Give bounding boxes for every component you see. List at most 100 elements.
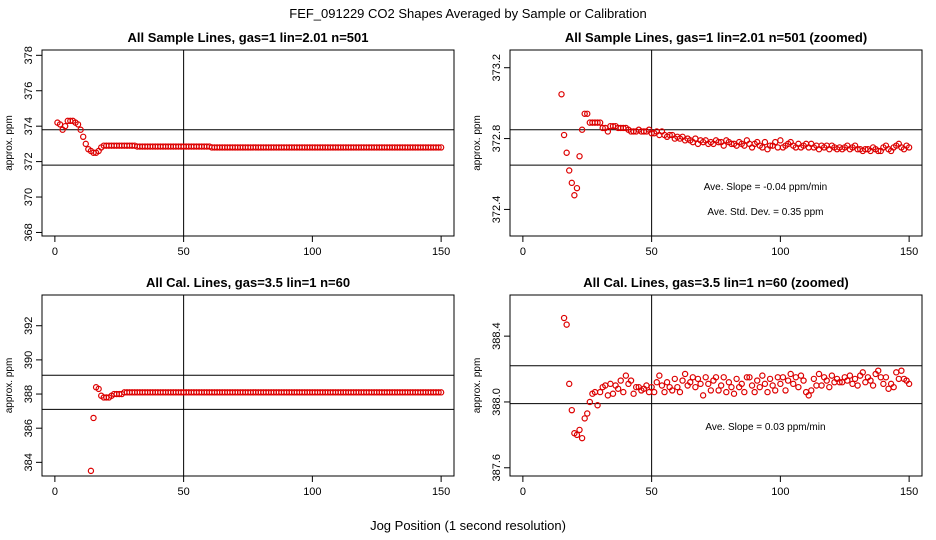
y-tick-label: 376 [23, 82, 35, 100]
data-point [777, 380, 784, 388]
x-tick-label: 0 [520, 486, 526, 498]
data-point [632, 383, 640, 391]
data-point [656, 372, 663, 379]
data-point [663, 379, 671, 386]
data-point [681, 370, 689, 378]
data-point [622, 372, 630, 379]
data-point [697, 380, 704, 388]
data-point [746, 374, 753, 381]
data-point [687, 379, 694, 386]
data-point [661, 388, 668, 396]
annotation-text: Ave. Slope = -0.04 ppm/min [704, 182, 828, 193]
data-point [751, 388, 758, 396]
data-point [666, 131, 673, 139]
data-point [692, 383, 699, 391]
data-point [779, 374, 787, 381]
data-point [651, 388, 658, 396]
data-point [676, 388, 684, 396]
y-tick-label: 373.2 [491, 54, 503, 82]
data-point [653, 379, 660, 386]
data-point [604, 392, 612, 399]
y-axis-label: approx. ppm [4, 115, 15, 171]
data-point [769, 382, 776, 389]
data-point [774, 374, 782, 381]
data-point [702, 374, 709, 381]
chart-panel-2: All Sample Lines, gas=1 lin=2.01 n=501 (… [472, 30, 923, 258]
annotation-text: Ave. Slope = 0.03 ppm/min [705, 422, 825, 433]
x-tick-label: 150 [900, 246, 918, 258]
data-point [893, 369, 900, 376]
x-tick-label: 100 [303, 246, 321, 258]
data-point [694, 375, 702, 383]
data-point [578, 434, 586, 442]
data-point [851, 375, 859, 383]
data-series [558, 91, 913, 199]
data-point [566, 380, 573, 388]
data-point [815, 370, 823, 378]
data-point [627, 377, 635, 384]
x-tick-label: 0 [52, 486, 58, 498]
plot-frame [509, 294, 923, 477]
data-point [717, 382, 725, 389]
y-tick-label: 384 [23, 453, 35, 471]
data-point [728, 383, 735, 391]
data-point [617, 377, 624, 384]
plot-frame [41, 49, 455, 237]
data-point [844, 377, 851, 384]
data-point [846, 372, 854, 379]
data-point [823, 377, 830, 384]
data-point [607, 380, 614, 388]
y-tick-label: 392 [23, 317, 35, 335]
data-point [566, 167, 573, 174]
data-point [741, 388, 748, 396]
data-point [754, 377, 761, 384]
data-point [74, 121, 82, 128]
data-point [761, 380, 769, 388]
data-series [560, 314, 913, 442]
data-series [54, 117, 445, 156]
data-point [792, 374, 800, 381]
data-point [743, 374, 751, 381]
data-point [573, 431, 581, 439]
data-point [669, 387, 676, 394]
data-point [560, 131, 568, 139]
data-point [658, 382, 666, 389]
data-point [795, 383, 802, 391]
x-tick-label: 0 [520, 246, 526, 258]
data-point [720, 142, 727, 149]
data-point [707, 387, 715, 394]
data-point [808, 387, 815, 394]
data-point [586, 398, 594, 406]
data-point [882, 374, 890, 381]
data-point [79, 133, 87, 140]
data-point [782, 387, 789, 394]
data-point [898, 367, 905, 374]
data-point [560, 314, 568, 322]
y-tick-label: 388.4 [491, 322, 503, 350]
x-tick-label: 100 [303, 486, 321, 498]
panel-title: All Sample Lines, gas=1 lin=2.01 n=501 (… [565, 30, 867, 45]
data-point [784, 377, 792, 384]
data-point [77, 126, 84, 133]
data-point [880, 380, 887, 388]
data-point [826, 383, 833, 391]
data-point [761, 138, 769, 146]
x-tick-label: 50 [646, 246, 658, 258]
y-tick-label: 387.6 [491, 454, 503, 482]
data-point [558, 91, 565, 98]
data-point [828, 372, 836, 379]
data-point [905, 380, 913, 388]
data-point [715, 387, 722, 394]
panel-title: All Cal. Lines, gas=3.5 lin=1 n=60 (zoom… [583, 275, 849, 290]
y-tick-label: 372.4 [491, 196, 503, 224]
data-point [895, 375, 903, 383]
data-point [90, 414, 97, 422]
data-point [596, 388, 604, 396]
panel-title: All Cal. Lines, gas=3.5 lin=1 n=60 [146, 275, 350, 290]
data-point [614, 385, 622, 392]
data-point [756, 383, 763, 391]
x-tick-label: 100 [771, 246, 789, 258]
data-point [875, 147, 882, 155]
data-point [766, 375, 774, 383]
